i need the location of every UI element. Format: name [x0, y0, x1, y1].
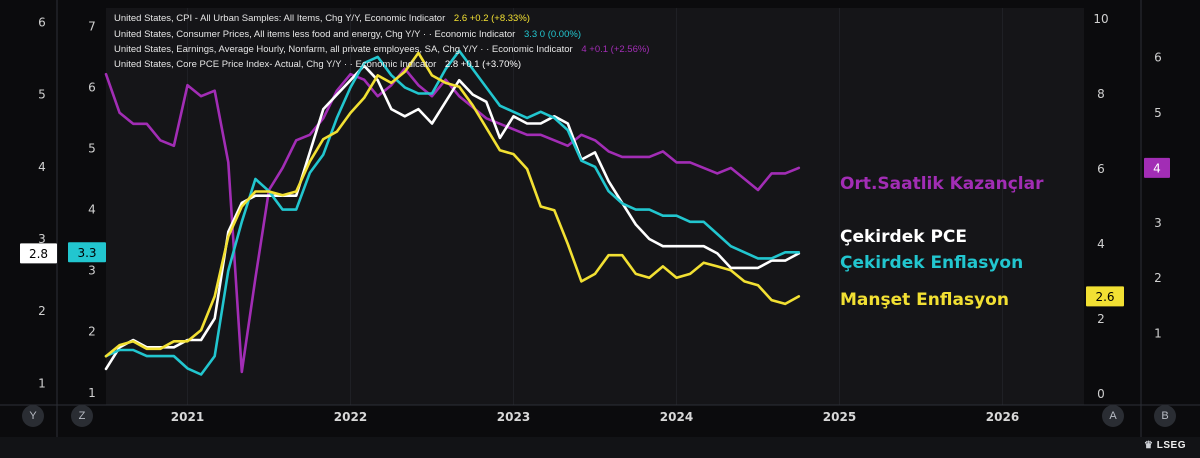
- y-tick-label-a: 6: [1097, 162, 1105, 176]
- last-value-tag-label: 2.6: [1095, 290, 1114, 304]
- footer-bar: [0, 437, 1200, 458]
- last-value-tags: 2.8 3.3 2.6 4: [20, 157, 1170, 307]
- y-tick-label-b: 3: [1154, 216, 1162, 230]
- y-tick-label-z: 6: [88, 80, 96, 94]
- y-tick-label-a: 2: [1097, 312, 1105, 326]
- y-tick-label-a: 4: [1097, 237, 1105, 251]
- series-line: [104, 51, 801, 358]
- y-tick-label-y: 3: [38, 232, 46, 246]
- series-name-label: Çekirdek Enflasyon: [840, 253, 1023, 273]
- plot-area: [106, 8, 1084, 405]
- y-tick-label-z: 2: [88, 325, 96, 339]
- series-line: [104, 67, 801, 374]
- last-value-tag-label: 4: [1153, 161, 1161, 175]
- legend-value: 3.3: [523, 29, 538, 40]
- last-value-tag-label: 2.8: [29, 247, 48, 261]
- legend-entry-earnings[interactable]: United States, Earnings, Average Hourly,…: [114, 44, 649, 55]
- last-value-tag: [68, 242, 106, 263]
- brand-name: LSEG: [1156, 440, 1186, 451]
- y-tick-label-b: 2: [1154, 271, 1162, 285]
- last-value-tag: [1086, 286, 1124, 307]
- y-tick-label-y: 6: [38, 15, 46, 29]
- legend-change: 0 (0.00%): [539, 29, 581, 40]
- last-value-tag: [20, 243, 57, 264]
- x-tick-label: 2026: [986, 410, 1019, 424]
- x-tick-label: 2025: [823, 410, 856, 424]
- legend-text: United States, CPI - All Urban Samples: …: [114, 13, 446, 24]
- y-tick-label-y: 2: [38, 304, 46, 318]
- x-tick-label: 2021: [171, 410, 204, 424]
- series-name-label: Ort.Saatlik Kazançlar: [840, 174, 1044, 194]
- brand-logo: ♛ LSEG: [1144, 440, 1186, 451]
- x-tick-label: 2022: [334, 410, 367, 424]
- series-lines: [104, 49, 801, 376]
- y-tick-label-z: 5: [88, 141, 96, 155]
- legend-change: +0.1 (+2.56%): [589, 44, 650, 55]
- axes: 2021 2022 2023 2024 2025 2026 1 2 3 4 5 6 1 2 3 4 5 6 7 0 2 4…: [0, 0, 1200, 437]
- y-tick-label-a: 10: [1093, 12, 1108, 26]
- last-value-tag: [1144, 157, 1170, 178]
- series-line: [104, 49, 801, 376]
- legend-change: +0.1 (+3.70%): [460, 59, 521, 70]
- y-tick-label-z: 4: [88, 203, 96, 217]
- legend-value: 2.6: [453, 13, 468, 24]
- legend-text: United States, Core PCE Price Index- Act…: [114, 59, 437, 70]
- lion-icon: ♛: [1144, 440, 1157, 451]
- axis-a-button[interactable]: A: [1102, 405, 1124, 427]
- legend-text: United States, Consumer Prices, All item…: [114, 29, 516, 40]
- legend-text: United States, Earnings, Average Hourly,…: [114, 44, 573, 55]
- series-labels: Ort.Saatlik Kazançlar Çekirdek PCE Çekirde…: [840, 174, 1044, 310]
- series-line: [104, 64, 801, 371]
- y-tick-label-b: 1: [1154, 326, 1162, 340]
- legend-entry-cpi[interactable]: United States, CPI - All Urban Samples: …: [114, 13, 530, 24]
- series-name-label: Çekirdek PCE: [840, 227, 967, 247]
- legend-entry-core-pce[interactable]: United States, Core PCE Price Index- Act…: [114, 59, 521, 70]
- y-tick-label-y: 5: [38, 88, 46, 102]
- y-tick-label-z: 1: [88, 386, 96, 400]
- axis-b-button[interactable]: B: [1154, 405, 1176, 427]
- x-tick-label: 2024: [660, 410, 693, 424]
- y-tick-label-b: 6: [1154, 51, 1162, 65]
- x-tick-label: 2023: [497, 410, 530, 424]
- y-tick-label-z: 7: [88, 19, 96, 33]
- legend-value: 4: [581, 44, 587, 55]
- y-tick-label-a: 0: [1097, 387, 1105, 401]
- legend-change: +0.2 (+8.33%): [469, 13, 530, 24]
- y-tick-label-b: 5: [1154, 106, 1162, 120]
- series-name-label: Manşet Enflasyon: [840, 290, 1009, 310]
- y-tick-label-y: 4: [38, 160, 46, 174]
- last-value-tag-label: 3.3: [77, 246, 96, 260]
- y-tick-label-y: 1: [38, 376, 46, 390]
- axis-y-button[interactable]: Y: [22, 405, 44, 427]
- legend-entry-core-cpi[interactable]: United States, Consumer Prices, All item…: [114, 29, 581, 40]
- y-tick-label-a: 8: [1097, 87, 1105, 101]
- y-tick-label-z: 3: [88, 264, 96, 278]
- axis-z-button[interactable]: Z: [71, 405, 93, 427]
- legend-value: 2.8: [444, 59, 459, 70]
